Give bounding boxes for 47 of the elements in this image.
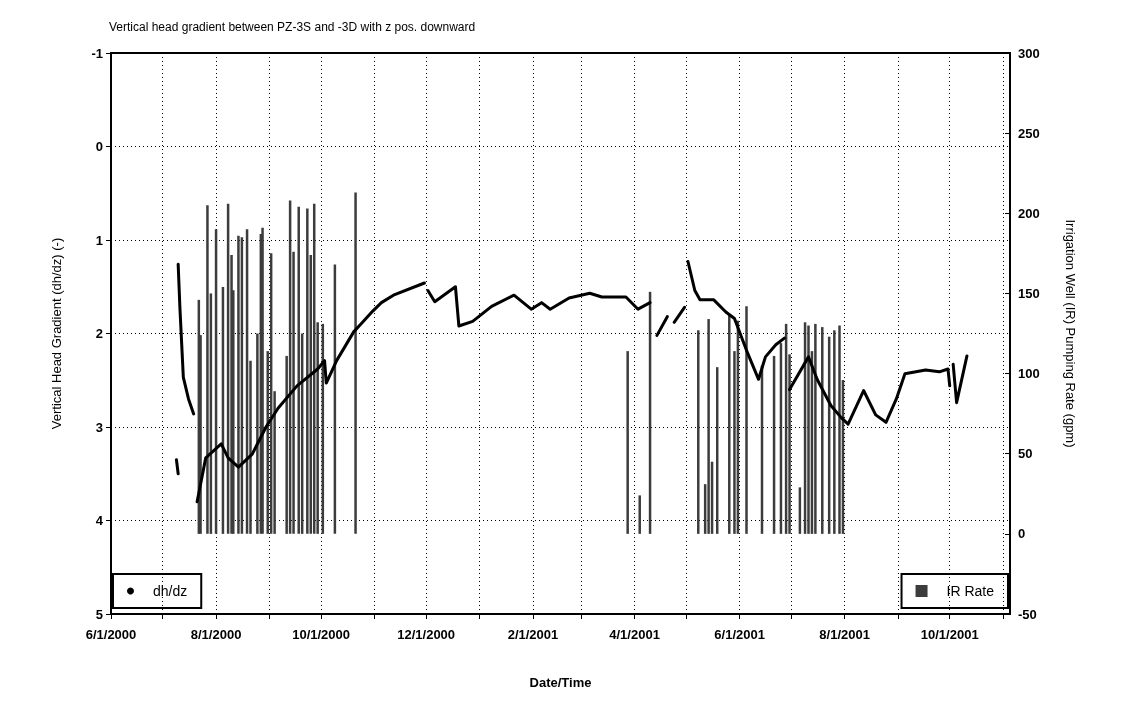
bar [638, 495, 641, 534]
y2-tick-label: 200 [1018, 205, 1040, 221]
x-tick-label: 10/1/2000 [292, 627, 351, 642]
bar [237, 235, 240, 534]
x-tick-label: 2/1/2001 [507, 627, 559, 642]
y2-tick-label: -50 [1018, 606, 1037, 622]
x-tick-label: 6/1/2000 [85, 627, 137, 642]
y2-tick-label: 150 [1018, 285, 1040, 301]
legend-label: dh/dz [153, 583, 188, 599]
x-tick-label: 6/1/2001 [714, 627, 765, 642]
bar [354, 192, 357, 534]
x-tick-label: 8/1/2001 [819, 627, 870, 642]
y2-tick-label: 0 [1018, 526, 1026, 542]
y-tick-label: 1 [95, 232, 103, 248]
y-tick-label: -1 [91, 45, 103, 61]
bar [707, 319, 710, 534]
x-tick-label: 10/1/2001 [920, 627, 979, 642]
bar [626, 351, 629, 534]
y2-tick-label: 300 [1018, 45, 1040, 61]
bar [821, 327, 824, 534]
bar [297, 206, 300, 534]
bar [807, 325, 810, 534]
y-tick-label: 0 [95, 139, 103, 154]
y-axis-title: Vertical Head Gradient (dh/dz) (-) [49, 237, 64, 430]
bar [728, 314, 731, 534]
legend-label: IR Rate [946, 583, 995, 599]
y2-tick-label: 50 [1018, 446, 1033, 462]
y-tick-label: 2 [95, 326, 103, 341]
bar [206, 205, 209, 534]
y2-tick-label: 100 [1018, 366, 1040, 382]
x-tick-label: 12/1/2000 [397, 627, 456, 642]
y2-tick-label: 250 [1018, 125, 1040, 141]
bar [697, 330, 700, 534]
bar [306, 208, 309, 534]
y-tick-label: 4 [95, 513, 104, 528]
x-axis-title: Date/Time [529, 675, 592, 690]
x-tick-label: 4/1/2001 [609, 627, 660, 642]
chart-title: Vertical head gradient between PZ-3S and -3D with z pos. downward [109, 20, 476, 34]
bar [814, 323, 817, 534]
bar [838, 325, 841, 534]
x-tick-label: 8/1/2000 [190, 627, 242, 642]
y-tick-label: 5 [95, 606, 103, 622]
bar [833, 330, 836, 534]
bar [261, 227, 264, 534]
bar [745, 306, 748, 534]
y2-axis-title: Irrigation Well (IR) Pumping Rate (gpm) [1063, 219, 1078, 448]
y-tick-label: 3 [95, 419, 103, 435]
